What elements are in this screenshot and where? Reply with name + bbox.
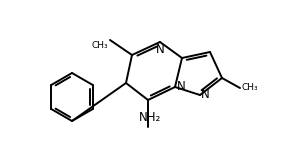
Text: CH₃: CH₃: [91, 41, 108, 50]
Text: N: N: [201, 88, 210, 100]
Text: CH₃: CH₃: [242, 83, 259, 93]
Text: N: N: [177, 79, 186, 93]
Text: N: N: [156, 43, 164, 56]
Text: NH₂: NH₂: [139, 111, 161, 124]
